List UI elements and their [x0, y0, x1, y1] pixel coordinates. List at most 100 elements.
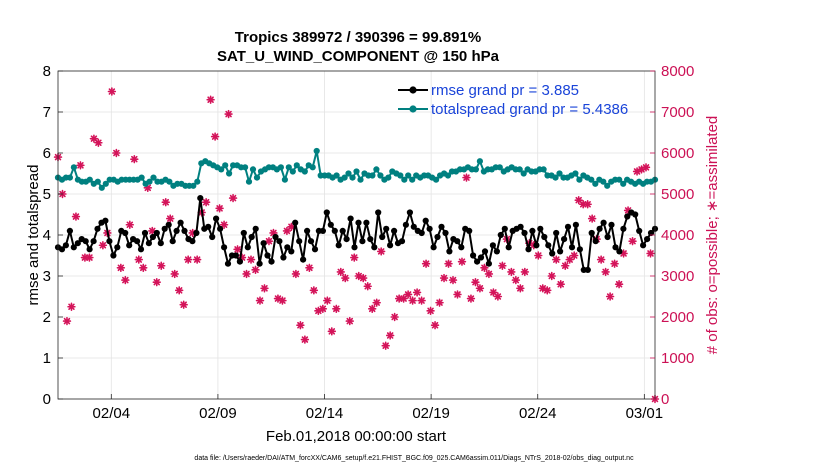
obs-marker-stroke — [135, 256, 143, 263]
obs-marker-stroke — [310, 287, 318, 294]
data-point — [110, 252, 117, 259]
obs-marker — [228, 193, 238, 203]
obs-marker-stroke — [499, 262, 506, 269]
obs-marker-stroke — [454, 291, 461, 298]
obs-marker — [507, 267, 516, 277]
data-point — [335, 242, 342, 249]
obs-marker-stroke — [413, 289, 421, 296]
data-point — [102, 180, 109, 187]
data-point — [347, 215, 354, 222]
data-point — [505, 244, 512, 251]
data-point — [533, 242, 540, 249]
obs-marker-stroke — [279, 297, 286, 304]
obs-marker — [376, 247, 386, 256]
legend-marker-totalspread — [409, 105, 417, 113]
data-point — [355, 219, 362, 226]
data-point — [493, 248, 500, 255]
plot-area: 02/04 02/09 02/14 02/19 02/24 03/01 0 1 2 3 4 5 6 7 8… — [43, 63, 695, 422]
obs-marker — [583, 200, 592, 209]
obs-marker-stroke — [140, 264, 147, 272]
obs-marker-stroke — [575, 196, 582, 204]
obs-marker — [381, 341, 390, 350]
data-point — [268, 258, 275, 265]
data-point — [70, 164, 77, 171]
obs-marker — [246, 255, 256, 264]
obs-marker — [385, 331, 395, 340]
data-point — [383, 225, 390, 232]
data-point — [351, 244, 358, 251]
obs-marker — [215, 204, 224, 213]
obs-marker-stroke — [386, 332, 394, 339]
obs-marker-stroke — [629, 237, 636, 245]
obs-marker — [471, 277, 480, 287]
data-point — [253, 174, 261, 181]
y-tick-label: 5 — [43, 186, 51, 203]
obs-marker — [480, 263, 489, 273]
data-point — [375, 209, 382, 216]
obs-marker — [614, 279, 624, 289]
data-point — [177, 219, 184, 226]
obs-marker — [417, 296, 426, 305]
data-point — [138, 174, 145, 181]
obs-marker — [556, 279, 565, 289]
obs-marker — [210, 132, 220, 141]
obs-marker-stroke — [382, 342, 389, 349]
data-point — [150, 174, 157, 181]
obs-marker-stroke — [481, 264, 488, 272]
obs-marker-stroke — [373, 299, 380, 306]
obs-marker — [323, 296, 332, 305]
obs-marker — [219, 220, 229, 229]
obs-marker-stroke — [216, 205, 223, 212]
obs-marker — [403, 290, 413, 299]
data-point — [157, 240, 164, 247]
obs-marker — [444, 259, 453, 268]
x-tick-label: 02/09 — [199, 405, 237, 422]
obs-marker — [296, 320, 305, 330]
y-right-tick-label: 1000 — [661, 350, 694, 367]
obs-marker — [570, 251, 579, 260]
obs-marker-stroke — [171, 270, 178, 278]
data-point — [391, 227, 398, 234]
obs-marker-stroke — [557, 280, 564, 288]
x-tick-label: 02/19 — [412, 405, 450, 422]
data-point — [327, 221, 334, 228]
obs-marker-stroke — [355, 272, 362, 280]
obs-marker — [520, 267, 530, 277]
data-point — [446, 248, 453, 255]
data-point — [145, 240, 152, 247]
data-point — [369, 172, 376, 179]
data-point — [74, 240, 81, 247]
data-point — [561, 236, 568, 243]
data-point — [323, 209, 330, 216]
obs-marker-stroke — [548, 272, 556, 280]
obs-marker-stroke — [561, 262, 569, 269]
obs-marker-stroke — [391, 313, 398, 321]
obs-marker-stroke — [342, 274, 349, 282]
data-point — [612, 244, 619, 251]
obs-marker — [121, 275, 130, 285]
obs-marker-stroke — [418, 297, 425, 304]
data-point — [442, 229, 449, 237]
obs-marker-stroke — [431, 321, 439, 329]
obs-marker-stroke — [193, 256, 201, 263]
obs-marker — [107, 87, 117, 96]
data-point — [430, 244, 437, 251]
data-point — [632, 211, 639, 218]
obs-marker — [251, 265, 260, 275]
obs-marker-stroke — [319, 305, 327, 313]
legend-entry-rmse: rmse grand pr = 3.885 — [398, 82, 579, 99]
y-right-tick-label: 8000 — [661, 63, 694, 80]
obs-marker-stroke — [261, 285, 268, 292]
data-point — [281, 176, 288, 183]
data-point — [359, 238, 366, 245]
y-axis-left: 0 1 2 3 4 5 6 7 8 — [43, 63, 63, 408]
obs-marker-stroke — [351, 254, 358, 261]
data-point — [236, 258, 243, 265]
y-right-tick-label: 4000 — [661, 227, 694, 244]
y-tick-label: 7 — [43, 104, 51, 121]
obs-marker-stroke — [131, 155, 138, 163]
obs-marker-stroke — [544, 287, 551, 294]
obs-marker-stroke — [297, 321, 304, 329]
data-point — [576, 246, 584, 253]
data-point — [149, 233, 156, 241]
